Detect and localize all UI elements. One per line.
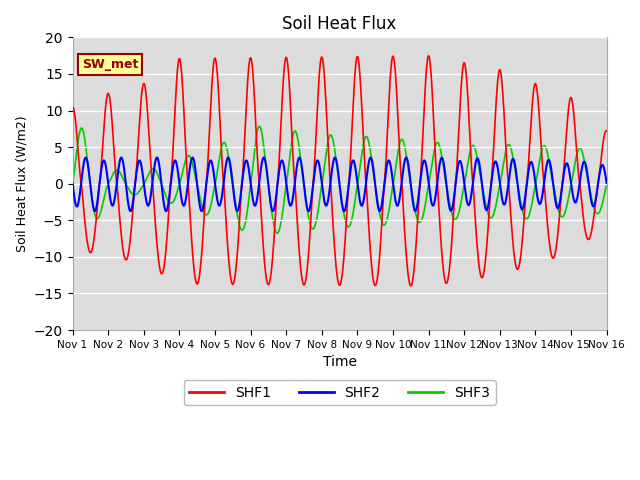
Legend: SHF1, SHF2, SHF3: SHF1, SHF2, SHF3 bbox=[184, 380, 495, 405]
Text: SW_met: SW_met bbox=[82, 58, 138, 71]
Title: Soil Heat Flux: Soil Heat Flux bbox=[282, 15, 397, 33]
X-axis label: Time: Time bbox=[323, 355, 356, 369]
Y-axis label: Soil Heat Flux (W/m2): Soil Heat Flux (W/m2) bbox=[15, 115, 28, 252]
